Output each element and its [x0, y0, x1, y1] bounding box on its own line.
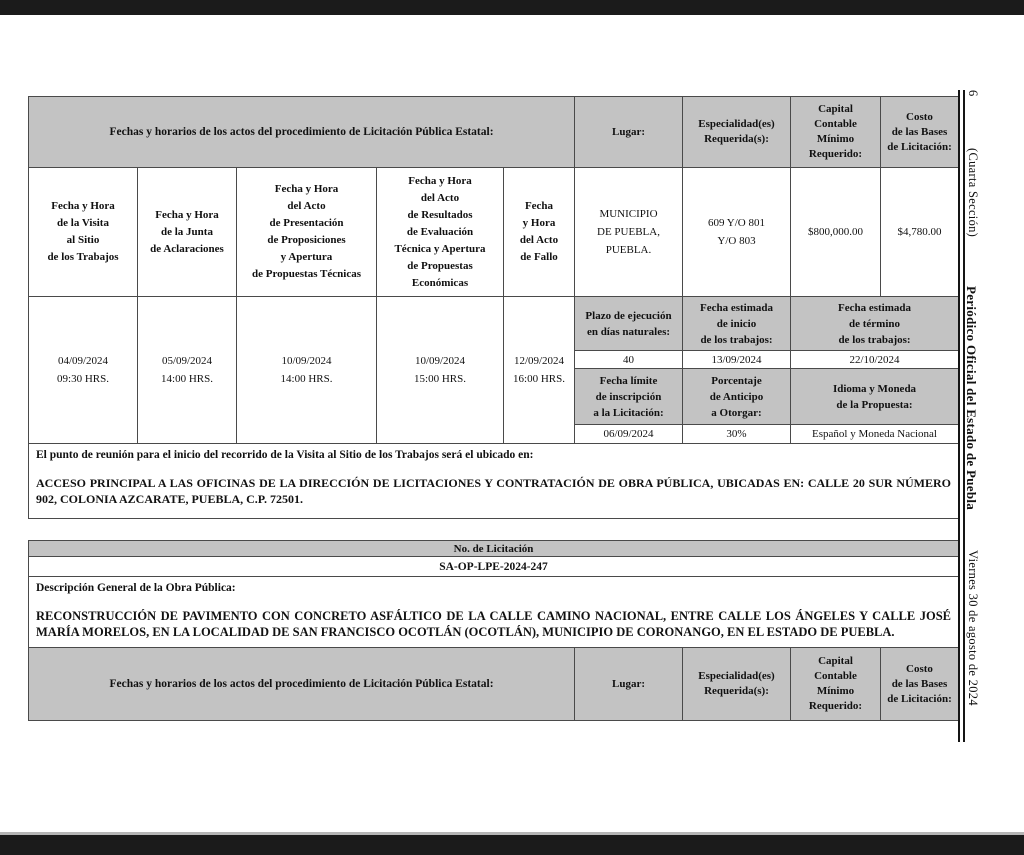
termino-value: 22/10/2024 — [791, 351, 958, 368]
top-letterbox-bar — [0, 0, 1024, 15]
descripcion-text: RECONSTRUCCIÓN DE PAVIMENTO CON CONCRETO… — [36, 609, 951, 639]
lugar-value: MUNICIPIO DE PUEBLA, PUEBLA. — [575, 168, 682, 296]
no-licitacion-header: No. de Licitación — [29, 541, 958, 556]
subheader-junta: Fecha y Hora de la Junta de Aclaraciones — [138, 168, 236, 296]
idioma-value: Español y Moneda Nacional — [791, 425, 958, 443]
anticipo-label: Porcentaje de Anticipo a Otorgar: — [683, 369, 790, 424]
bottom-divider-line — [0, 832, 1024, 835]
proc-header-2: Fechas y horarios de los actos del proce… — [29, 648, 574, 720]
bottom-letterbox-bar — [0, 835, 1024, 855]
issue-date: Viernes 30 de agosto de 2024 — [966, 550, 980, 706]
idioma-label: Idioma y Moneda de la Propuesta: — [791, 369, 958, 424]
subheader-visita: Fecha y Hora de la Visita al Sitio de lo… — [29, 168, 137, 296]
punto-reunion-cell: El punto de reunión para el inicio del r… — [29, 444, 958, 518]
fecha-resultados-value: 10/09/2024 15:00 HRS. — [377, 297, 503, 443]
descripcion-cell: Descripción General de la Obra Pública: … — [29, 577, 958, 647]
subheader-presentacion: Fecha y Hora del Acto de Presentación de… — [237, 168, 376, 296]
margin-double-rule — [958, 90, 965, 742]
costo-value: $4,780.00 — [881, 168, 958, 296]
inicio-label: Fecha estimada de inicio de los trabajos… — [683, 297, 790, 350]
costo-header: Costo de las Bases de Licitación: — [881, 97, 958, 167]
plazo-value: 40 — [575, 351, 682, 368]
especialidad-header-2: Especialidad(es) Requerida(s): — [683, 648, 790, 720]
fecha-visita-value: 04/09/2024 09:30 HRS. — [29, 297, 137, 443]
section-label: (Cuarta Sección) — [966, 148, 980, 238]
subheader-fallo: Fecha y Hora del Acto de Fallo — [504, 168, 574, 296]
especialidad-header: Especialidad(es) Requerida(s): — [683, 97, 790, 167]
anticipo-value: 30% — [683, 425, 790, 443]
licitacion-table-1: Fechas y horarios de los actos del proce… — [28, 96, 959, 519]
capital-header-2: Capital Contable Mínimo Requerido: — [791, 648, 880, 720]
no-licitacion-value: SA-OP-LPE-2024-247 — [29, 557, 958, 576]
plazo-label: Plazo de ejecución en días naturales: — [575, 297, 682, 350]
punto-reunion-text: ACCESO PRINCIPAL A LAS OFICINAS DE LA DI… — [36, 476, 951, 506]
fecha-fallo-value: 12/09/2024 16:00 HRS. — [504, 297, 574, 443]
page-number: 6 — [966, 90, 980, 97]
inicio-value: 13/09/2024 — [683, 351, 790, 368]
termino-label: Fecha estimada de término de los trabajo… — [791, 297, 958, 350]
fecha-presentacion-value: 10/09/2024 14:00 HRS. — [237, 297, 376, 443]
lugar-header-2: Lugar: — [575, 648, 682, 720]
costo-header-2: Costo de las Bases de Licitación: — [881, 648, 958, 720]
punto-reunion-intro: El punto de reunión para el inicio del r… — [36, 449, 534, 461]
especialidad-value: 609 Y/O 801 Y/O 803 — [683, 168, 790, 296]
capital-value: $800,000.00 — [791, 168, 880, 296]
journal-title: Periódico Oficial del Estado de Puebla — [964, 286, 979, 511]
descripcion-label: Descripción General de la Obra Pública: — [36, 582, 236, 594]
capital-header: Capital Contable Mínimo Requerido: — [791, 97, 880, 167]
limite-label: Fecha límite de inscripción a la Licitac… — [575, 369, 682, 424]
licitacion-table-2: No. de Licitación SA-OP-LPE-2024-247 Des… — [28, 540, 959, 721]
proc-header: Fechas y horarios de los actos del proce… — [29, 97, 574, 167]
limite-value: 06/09/2024 — [575, 425, 682, 443]
fecha-junta-value: 05/09/2024 14:00 HRS. — [138, 297, 236, 443]
subheader-resultados: Fecha y Hora del Acto de Resultados de E… — [377, 168, 503, 296]
lugar-header: Lugar: — [575, 97, 682, 167]
